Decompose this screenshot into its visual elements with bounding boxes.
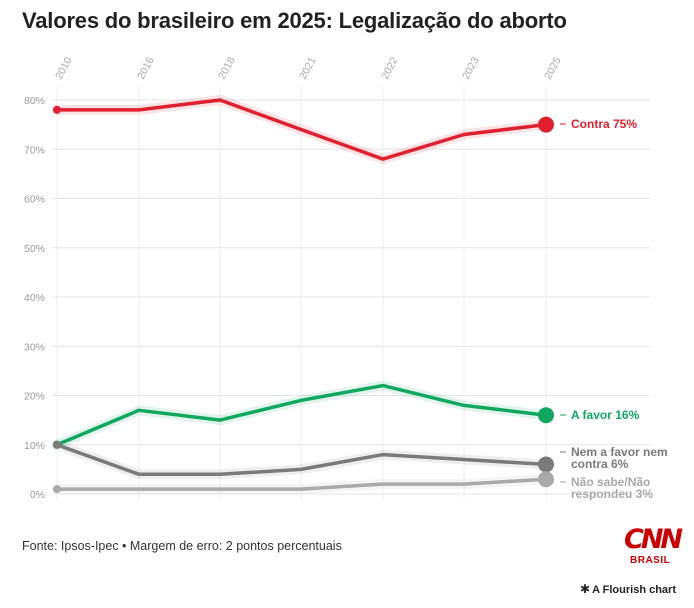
series-end-label: contra 6% bbox=[571, 457, 629, 471]
series-end-label: A favor 16% bbox=[571, 408, 640, 422]
y-tick-label: 30% bbox=[24, 341, 45, 353]
y-tick-label: 80% bbox=[24, 95, 45, 107]
cnn-brasil-text: BRASIL bbox=[630, 555, 671, 566]
end-point-marker bbox=[538, 407, 554, 424]
end-point-marker bbox=[538, 116, 554, 133]
y-tick-label: 70% bbox=[24, 144, 45, 156]
data-point bbox=[53, 105, 61, 114]
flourish-credit[interactable]: ✱ A Flourish chart bbox=[580, 582, 676, 596]
chart-title: Valores do brasileiro em 2025: Legalizaç… bbox=[22, 8, 567, 33]
cnn-logo-text: CNN bbox=[624, 524, 683, 555]
series-end-label: Nem a favor nem bbox=[571, 445, 668, 459]
series-end-label: Não sabe/Não bbox=[571, 475, 650, 489]
series-line bbox=[55, 383, 548, 447]
data-point bbox=[53, 485, 61, 494]
x-tick-label: 2023 bbox=[460, 55, 482, 81]
y-tick-label: 0% bbox=[30, 489, 45, 501]
end-point-marker bbox=[538, 456, 554, 473]
series-line bbox=[55, 443, 548, 477]
x-tick-label: 2010 bbox=[53, 55, 75, 81]
series-end-label: Contra 75% bbox=[571, 117, 637, 131]
x-tick-label: 2022 bbox=[379, 55, 401, 81]
series-line bbox=[55, 477, 548, 491]
flourish-credit-label: A Flourish chart bbox=[592, 584, 676, 596]
asterisk-icon: ✱ bbox=[580, 582, 591, 596]
end-point-marker bbox=[538, 471, 554, 488]
source-note: Fonte: Ipsos-Ipec • Margem de erro: 2 po… bbox=[22, 539, 342, 553]
series-line bbox=[55, 98, 548, 161]
y-tick-label: 50% bbox=[24, 243, 45, 255]
y-tick-label: 20% bbox=[24, 391, 45, 403]
y-tick-label: 60% bbox=[24, 194, 45, 206]
data-point bbox=[53, 440, 61, 449]
x-tick-label: 2016 bbox=[135, 55, 157, 81]
series-end-label: respondeu 3% bbox=[571, 487, 653, 501]
line-chart: 0% 10% 20% 30% 40% 50% 60% 70% 80% 2010 2016 2018 20… bbox=[24, 55, 668, 501]
cnn-brasil-logo: CNN BRASIL bbox=[620, 524, 683, 574]
x-tick-label: 2021 bbox=[297, 55, 319, 81]
x-tick-label: 2018 bbox=[216, 55, 238, 81]
y-tick-label: 40% bbox=[24, 292, 45, 304]
x-tick-label: 2025 bbox=[542, 55, 564, 81]
y-tick-label: 10% bbox=[24, 440, 45, 452]
